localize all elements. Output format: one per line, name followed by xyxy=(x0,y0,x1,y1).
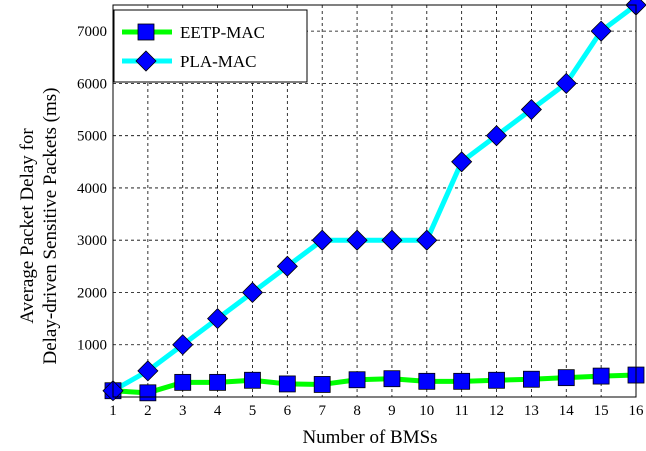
y-tick-label: 7000 xyxy=(77,24,107,40)
data-point xyxy=(592,367,610,385)
data-point xyxy=(590,20,612,42)
data-point xyxy=(348,371,366,389)
data-point xyxy=(278,375,296,393)
y-tick-label: 2000 xyxy=(77,285,107,301)
x-tick-labels: 1 2 3 4 5 6 7 8 9 10 11 12 13 14 15 16 xyxy=(109,403,644,419)
data-point xyxy=(523,370,540,388)
data-point xyxy=(555,72,577,94)
legend-label-pla: PLA-MAC xyxy=(180,52,257,71)
data-point xyxy=(488,371,505,389)
x-tick-label: 1 xyxy=(109,403,117,419)
data-point xyxy=(174,373,192,391)
x-tick-label: 10 xyxy=(419,403,434,419)
data-point xyxy=(172,334,194,356)
x-tick-label: 9 xyxy=(388,403,396,419)
data-point xyxy=(485,125,508,147)
x-tick-label: 14 xyxy=(559,403,575,419)
data-point xyxy=(520,98,542,121)
data-point xyxy=(313,376,331,393)
legend-marker-eetp xyxy=(137,23,155,41)
data-point xyxy=(137,360,159,382)
y-axis-label-line2: Delay-driven Sensitive Packets (ms) xyxy=(40,87,61,364)
data-point xyxy=(311,229,333,251)
x-tick-label: 7 xyxy=(318,403,326,419)
series-line-0 xyxy=(112,372,637,396)
y-tick-label: 6000 xyxy=(77,76,107,92)
y-axis-label-line1: Average Packet Delay for xyxy=(17,128,38,324)
data-point xyxy=(418,372,436,390)
x-tick-label: 13 xyxy=(524,403,539,419)
y-tick-label: 4000 xyxy=(77,181,107,197)
legend-label-eetp: EETP-MAC xyxy=(180,23,265,42)
data-point xyxy=(207,308,229,330)
data-point xyxy=(557,369,575,387)
x-axis-label: Number of BMSs xyxy=(302,427,437,448)
x-tick-label: 5 xyxy=(249,403,257,419)
data-point xyxy=(346,229,368,251)
data-point xyxy=(244,371,261,389)
x-tick-label: 8 xyxy=(353,403,361,419)
series-line-1 xyxy=(111,2,638,393)
x-tick-label: 11 xyxy=(454,403,468,419)
data-point xyxy=(276,255,298,277)
x-tick-label: 3 xyxy=(179,403,187,419)
y-tick-label: 5000 xyxy=(77,129,107,145)
legend: EETP-MAC PLA-MAC xyxy=(113,9,308,83)
legend-box xyxy=(113,9,308,83)
data-point xyxy=(416,229,438,251)
data-point xyxy=(209,373,227,391)
data-point xyxy=(453,372,471,390)
x-tick-label: 16 xyxy=(629,403,645,419)
y-tick-label: 1000 xyxy=(77,338,107,354)
x-tick-label: 15 xyxy=(594,403,609,419)
data-point xyxy=(241,281,264,304)
x-tick-label: 6 xyxy=(284,403,292,419)
data-point xyxy=(381,229,403,251)
y-tick-label: 3000 xyxy=(77,233,107,249)
x-tick-label: 12 xyxy=(489,403,504,419)
data-point xyxy=(383,370,401,388)
x-tick-label: 2 xyxy=(144,403,152,419)
y-tick-labels: 1000 2000 3000 4000 5000 6000 7000 xyxy=(77,24,107,354)
grid-lines xyxy=(113,5,636,397)
plot-frame xyxy=(112,4,637,398)
data-point xyxy=(451,151,473,173)
data-point xyxy=(139,384,157,402)
legend-marker-pla xyxy=(135,50,157,72)
x-tick-label: 4 xyxy=(214,403,222,419)
